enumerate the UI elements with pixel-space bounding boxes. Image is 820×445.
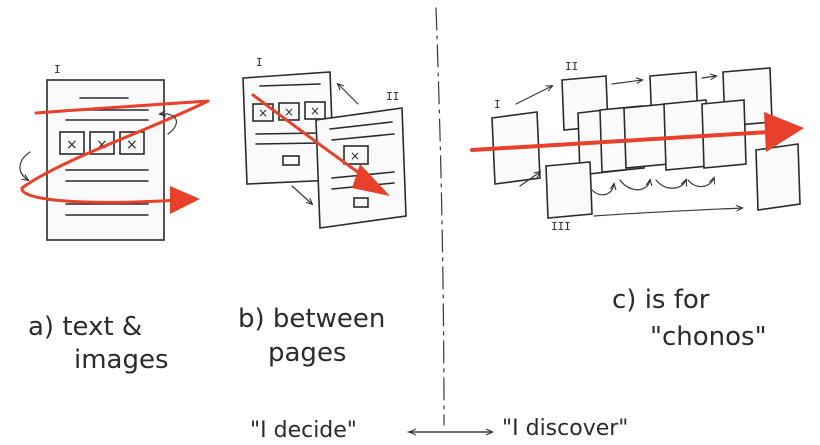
decide-discover-divider: [435, 7, 445, 426]
panel-a-label-line2: images: [74, 345, 169, 375]
connector-arrow-icon: [519, 172, 540, 187]
x-mark-icon: ×: [126, 137, 138, 153]
x-mark-icon: ×: [310, 104, 320, 118]
curl-arrow-icon: [619, 180, 650, 191]
panel-c-time-arrow: [470, 130, 772, 152]
connector-arrow-icon: [701, 76, 716, 78]
panel-b-text-line: [259, 83, 321, 87]
panel-b-roman-left: I: [256, 56, 263, 69]
connector-arrow-icon: [611, 80, 642, 85]
red-arrowhead-icon: [170, 186, 200, 214]
panel-a-roman: I: [54, 63, 61, 76]
panel-c-label-line1: c) is for: [612, 285, 710, 315]
panel-c: I II III: [470, 60, 804, 233]
red-arrowhead-icon: [764, 112, 804, 152]
curl-arrow-icon: [591, 184, 614, 196]
panel-b-text-line: [255, 142, 321, 145]
x-mark-icon: ×: [350, 149, 360, 163]
panel-b-text-line: [331, 133, 395, 141]
curl-arrow-icon: [687, 178, 714, 188]
panel-c-roman-3: III: [551, 220, 571, 233]
connector-arrow-icon: [338, 84, 359, 105]
panel-b-text-line: [255, 132, 321, 135]
image-placeholder-icon: [343, 145, 369, 165]
button-placeholder-icon: [282, 155, 300, 166]
x-mark-icon: ×: [66, 137, 78, 153]
panel-a: I × × ×: [19, 63, 210, 241]
caption-i-decide: "I decide": [250, 418, 357, 443]
connector-arrow-icon: [515, 86, 552, 105]
panel-c-page: [623, 103, 669, 169]
panel-c-label-line2: "chonos": [650, 322, 767, 352]
x-mark-icon: ×: [96, 137, 108, 153]
panel-b-label-line1: b) between: [238, 304, 385, 334]
panel-b-roman-right: II: [386, 90, 399, 103]
panel-b: I II × × × ×: [242, 56, 407, 229]
panel-b-label-line2: pages: [268, 338, 346, 368]
panel-c-roman-2: II: [565, 60, 578, 73]
panel-a-reading-path: [20, 99, 210, 204]
image-placeholder-icon: [59, 131, 85, 155]
panel-b-text-line: [329, 121, 393, 130]
curl-arrow-icon: [19, 151, 31, 180]
red-arrowhead-icon: [352, 164, 390, 196]
panel-c-page: [545, 161, 593, 219]
panel-a-label-line1: a) text &: [28, 312, 142, 342]
curl-arrow-icon: [655, 180, 686, 189]
button-placeholder-icon: [353, 197, 369, 208]
caption-i-discover: "I discover": [502, 416, 628, 441]
panel-c-page: [755, 143, 801, 211]
connector-arrow-icon: [291, 185, 312, 204]
curl-arrow-icon: [160, 114, 177, 135]
connector-arrow-icon: [593, 208, 742, 217]
panel-c-roman-1: I: [494, 98, 501, 111]
x-mark-icon: ×: [284, 105, 294, 119]
x-mark-icon: ×: [258, 106, 268, 120]
image-placeholder-icon: [304, 101, 326, 120]
